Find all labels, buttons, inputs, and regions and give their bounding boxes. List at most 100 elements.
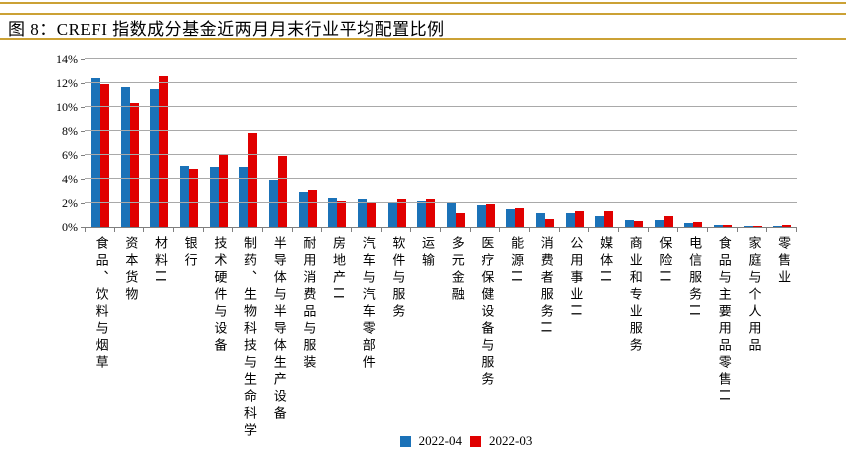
bar-2022-03 <box>307 189 317 227</box>
category-cell <box>619 59 649 232</box>
bar-2022-03 <box>277 156 287 227</box>
x-tick-mark <box>262 228 264 232</box>
x-tick-mark <box>232 228 234 232</box>
x-axis-category-label: 电信服务II <box>686 236 702 320</box>
x-label-cell: 银行 <box>174 236 204 270</box>
x-axis-category-label: 公用事业II <box>567 236 583 320</box>
bar-2022-04 <box>387 201 397 227</box>
x-axis-category-label: 房地产II <box>330 236 346 303</box>
x-tick-mark <box>647 228 649 232</box>
x-tick-mark <box>321 228 323 232</box>
x-label-cell: 食品与主要用品零售II <box>708 236 738 405</box>
legend-swatch-2022-03 <box>470 435 481 447</box>
x-axis-category-label: 商业和专业服务 <box>626 236 642 355</box>
category-cell <box>233 59 264 232</box>
bar-2022-04 <box>357 199 367 227</box>
category-cell <box>530 59 560 232</box>
x-tick-mark <box>469 228 471 232</box>
bar-2022-04 <box>506 209 516 227</box>
gridline-8pct <box>85 130 797 131</box>
x-tick-mark <box>588 228 590 232</box>
bar-2022-04 <box>684 223 694 227</box>
bar-2022-04 <box>654 219 664 227</box>
legend-label-2022-04: 2022-04 <box>418 433 462 448</box>
category-cell <box>293 59 323 232</box>
x-axis-category-label: 银行 <box>181 236 197 270</box>
x-tick-mark <box>85 228 86 232</box>
x-label-cell: 商业和专业服务 <box>619 236 649 355</box>
x-tick-mark <box>351 228 353 232</box>
bar-2022-04 <box>743 225 753 227</box>
chart-plot-area <box>85 58 798 232</box>
x-label-cell: 技术硬件与设备 <box>204 236 234 355</box>
bar-2022-04 <box>120 86 130 227</box>
x-tick-mark <box>440 228 442 232</box>
category-cell <box>738 59 768 232</box>
bar-2022-04 <box>595 216 605 227</box>
y-tick-label-10pct: 10% <box>56 100 78 114</box>
x-tick-mark <box>677 228 679 232</box>
y-tick-mark <box>81 155 85 156</box>
category-cell <box>263 59 293 232</box>
x-axis-category-label: 食品、饮料与烟草 <box>92 236 108 372</box>
y-tick-label-12pct: 12% <box>56 76 78 90</box>
bar-2022-03 <box>693 222 703 227</box>
x-axis-category-label: 消费者服务II <box>537 236 553 337</box>
bar-2022-04 <box>476 205 486 227</box>
category-cell <box>411 59 442 232</box>
bar-2022-04 <box>150 89 160 227</box>
bar-2022-04 <box>209 167 219 227</box>
bar-2022-03 <box>544 218 554 227</box>
x-label-cell: 消费者服务II <box>530 236 560 337</box>
category-cell <box>352 59 382 232</box>
bar-2022-03 <box>574 211 584 227</box>
legend-label-2022-03: 2022-03 <box>489 433 533 448</box>
x-tick-mark <box>499 228 501 232</box>
category-cell <box>767 59 798 232</box>
x-axis-category-label: 媒体II <box>597 236 613 286</box>
x-tick-mark <box>143 228 145 232</box>
bar-2022-04 <box>179 165 189 227</box>
bar-2022-03 <box>218 155 228 227</box>
x-label-cell: 汽车与汽车零部件 <box>352 236 382 372</box>
x-tick-mark <box>173 228 175 232</box>
bar-2022-03 <box>366 201 376 227</box>
category-cell <box>708 59 738 232</box>
x-axis-category-label: 保险II <box>656 236 672 286</box>
x-label-cell: 制药、生物科技与生命科学 <box>233 236 263 440</box>
bar-2022-04 <box>535 212 545 227</box>
x-label-cell: 保险II <box>649 236 679 286</box>
x-label-cell: 资本货物 <box>115 236 145 304</box>
y-tick-mark <box>81 131 85 132</box>
x-axis-category-label: 材料II <box>152 236 167 286</box>
category-cell <box>560 59 590 232</box>
bar-2022-04 <box>624 219 634 227</box>
x-label-cell: 半导体与半导体生产设备 <box>263 236 293 423</box>
bar-2022-03 <box>99 84 109 227</box>
x-axis-category-label: 软件与服务 <box>389 236 405 321</box>
y-tick-mark <box>81 107 85 108</box>
bar-2022-03 <box>337 200 347 227</box>
bar-2022-04 <box>417 200 427 227</box>
title-top-rule <box>0 13 846 15</box>
gridline-2pct <box>85 202 797 203</box>
x-tick-mark <box>202 228 204 232</box>
x-tick-mark <box>529 228 531 232</box>
figure-title: 图 8：CREFI 指数成分基金近两月月末行业平均配置比例 <box>8 20 445 39</box>
x-axis-category-label: 家庭与个人用品 <box>745 236 761 355</box>
x-label-cell: 能源II <box>500 236 530 286</box>
gridline-12pct <box>85 82 797 83</box>
x-label-cell: 媒体II <box>589 236 619 286</box>
bar-2022-03 <box>752 225 762 227</box>
y-tick-mark <box>81 227 85 228</box>
bar-2022-03 <box>485 204 495 227</box>
x-label-cell: 电信服务II <box>678 236 708 320</box>
bar-2022-04 <box>239 167 249 227</box>
x-axis-category-label: 汽车与汽车零部件 <box>359 236 375 372</box>
x-tick-mark <box>736 228 738 232</box>
x-label-cell: 零售业 <box>767 236 797 287</box>
y-tick-label-8pct: 8% <box>62 124 78 138</box>
y-tick-label-0pct: 0% <box>62 220 78 234</box>
bar-2022-03 <box>426 199 436 227</box>
y-tick-label-14pct: 14% <box>56 52 78 66</box>
